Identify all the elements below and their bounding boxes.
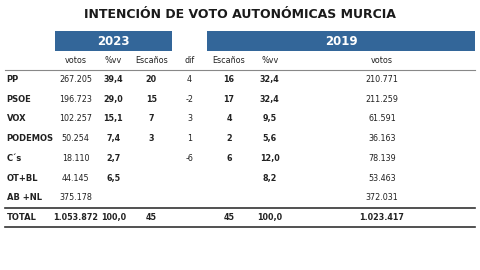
- Text: 18.110: 18.110: [62, 154, 89, 163]
- Text: 196.723: 196.723: [59, 95, 92, 104]
- Text: OT+BL: OT+BL: [7, 174, 38, 183]
- Text: PSOE: PSOE: [7, 95, 32, 104]
- Text: 44.145: 44.145: [62, 174, 89, 183]
- Text: 2019: 2019: [325, 35, 358, 48]
- Text: 2023: 2023: [97, 35, 130, 48]
- Text: 375.178: 375.178: [59, 193, 92, 202]
- Text: 78.139: 78.139: [368, 154, 396, 163]
- Text: -2: -2: [186, 95, 193, 104]
- Text: 12,0: 12,0: [260, 154, 280, 163]
- Text: PP: PP: [7, 75, 19, 84]
- Text: 3: 3: [187, 114, 192, 123]
- Text: 50.254: 50.254: [61, 134, 90, 143]
- Text: 29,0: 29,0: [103, 95, 123, 104]
- Text: 100,0: 100,0: [257, 213, 282, 222]
- Text: 5,6: 5,6: [263, 134, 277, 143]
- Text: 4: 4: [226, 114, 232, 123]
- Text: 267.205: 267.205: [59, 75, 92, 84]
- Text: 15,1: 15,1: [104, 114, 123, 123]
- Text: 1.023.417: 1.023.417: [360, 213, 405, 222]
- Text: Escaños: Escaños: [213, 56, 245, 65]
- Text: 100,0: 100,0: [101, 213, 126, 222]
- Text: votos: votos: [65, 56, 86, 65]
- Text: 4: 4: [187, 75, 192, 84]
- Text: TOTAL: TOTAL: [7, 213, 36, 222]
- Text: 6: 6: [226, 154, 232, 163]
- Text: votos: votos: [371, 56, 393, 65]
- Text: INTENCIÓN DE VOTO AUTONÓMICAS MURCIA: INTENCIÓN DE VOTO AUTONÓMICAS MURCIA: [84, 8, 396, 21]
- Text: %vv: %vv: [105, 56, 122, 65]
- Text: 1.053.872: 1.053.872: [53, 213, 98, 222]
- Text: dif: dif: [184, 56, 195, 65]
- Text: PODEMOS: PODEMOS: [7, 134, 54, 143]
- Text: 16: 16: [224, 75, 234, 84]
- Text: 45: 45: [224, 213, 234, 222]
- Text: 6,5: 6,5: [106, 174, 120, 183]
- Text: 32,4: 32,4: [260, 75, 280, 84]
- Text: 7: 7: [148, 114, 154, 123]
- Text: 1: 1: [187, 134, 192, 143]
- Text: 45: 45: [146, 213, 156, 222]
- Text: 2: 2: [226, 134, 232, 143]
- Text: AB +NL: AB +NL: [7, 193, 42, 202]
- Text: 8,2: 8,2: [263, 174, 277, 183]
- Text: 211.259: 211.259: [366, 95, 398, 104]
- Text: 102.257: 102.257: [59, 114, 92, 123]
- Text: 7,4: 7,4: [106, 134, 120, 143]
- Text: 61.591: 61.591: [368, 114, 396, 123]
- Text: C´s: C´s: [7, 154, 22, 163]
- Text: 3: 3: [148, 134, 154, 143]
- Text: VOX: VOX: [7, 114, 26, 123]
- Text: -6: -6: [186, 154, 193, 163]
- Text: 372.031: 372.031: [366, 193, 398, 202]
- Text: 15: 15: [146, 95, 156, 104]
- Text: 9,5: 9,5: [263, 114, 277, 123]
- Text: 32,4: 32,4: [260, 95, 280, 104]
- Text: 2,7: 2,7: [106, 154, 120, 163]
- Text: Escaños: Escaños: [135, 56, 168, 65]
- Text: 36.163: 36.163: [368, 134, 396, 143]
- Text: 17: 17: [224, 95, 234, 104]
- Text: 20: 20: [145, 75, 157, 84]
- Text: %vv: %vv: [261, 56, 278, 65]
- Text: 39,4: 39,4: [104, 75, 123, 84]
- Text: 210.771: 210.771: [366, 75, 398, 84]
- Text: 53.463: 53.463: [368, 174, 396, 183]
